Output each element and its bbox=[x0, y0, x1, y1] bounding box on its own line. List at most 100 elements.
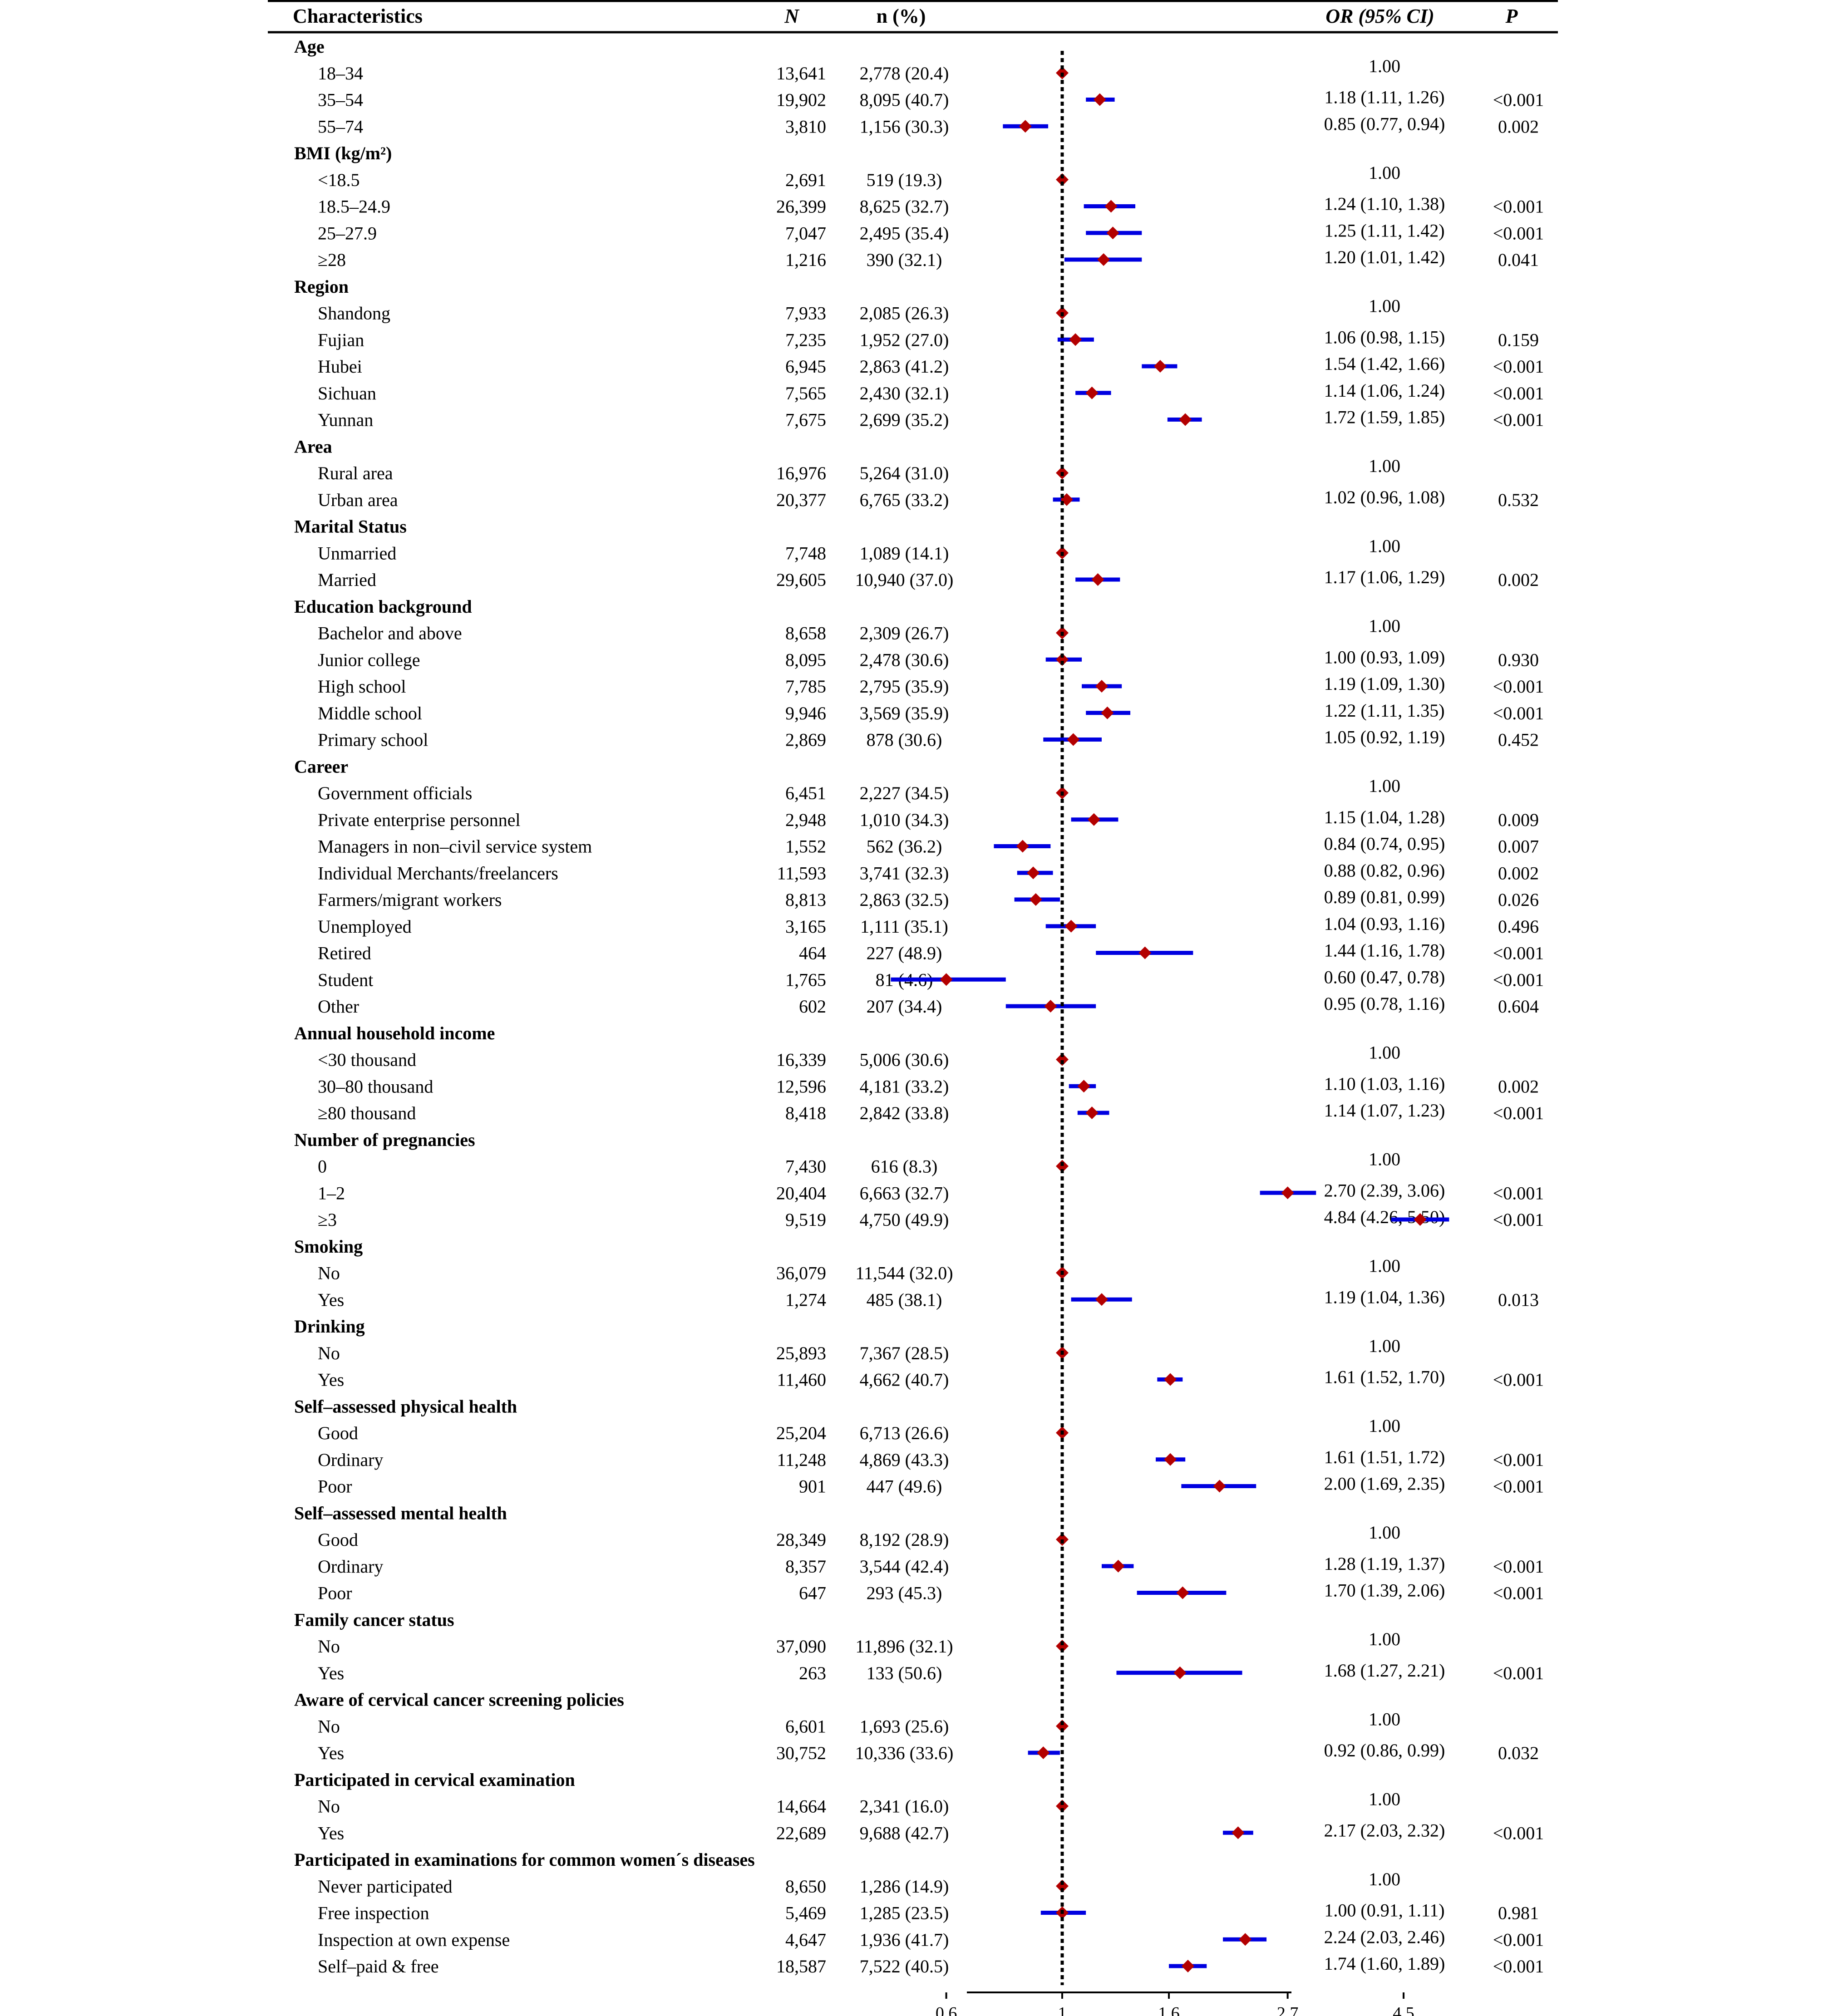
row-or-ci: 1.24 (1.10, 1.38) bbox=[1324, 194, 1445, 214]
row-N: 7,933 bbox=[785, 303, 826, 324]
row-n-pct: 1,952 (27.0) bbox=[860, 329, 949, 350]
header-or-ci: OR (95% CI) bbox=[1325, 5, 1434, 27]
or-point bbox=[1176, 1586, 1189, 1599]
row-N: 14,664 bbox=[776, 1796, 826, 1817]
row-p-value: 0.452 bbox=[1498, 730, 1539, 750]
row-N: 1,552 bbox=[785, 836, 826, 857]
group-heading: Marital Status bbox=[294, 516, 407, 537]
row-label: Ordinary bbox=[318, 1556, 383, 1577]
group-heading: Area bbox=[294, 436, 332, 457]
row-label: Managers in non–civil service system bbox=[318, 836, 592, 857]
row-N: 16,976 bbox=[776, 463, 826, 483]
or-point bbox=[1101, 706, 1114, 719]
row-N: 20,377 bbox=[776, 490, 826, 510]
row-p-value: <0.001 bbox=[1493, 1929, 1544, 1950]
x-tick-label: 1.6 bbox=[1158, 2004, 1180, 2016]
row-label: Bachelor and above bbox=[318, 623, 462, 644]
row-label: Yes bbox=[318, 1823, 344, 1843]
row-or-ci: 1.00 bbox=[1369, 56, 1400, 76]
row-label: No bbox=[318, 1796, 340, 1817]
row-N: 7,047 bbox=[785, 223, 826, 243]
row-n-pct: 1,111 (35.1) bbox=[860, 916, 948, 937]
or-point bbox=[1179, 413, 1192, 426]
row-N: 6,945 bbox=[785, 356, 826, 377]
row-N: 7,565 bbox=[785, 383, 826, 403]
row-p-value: <0.001 bbox=[1493, 1210, 1544, 1230]
row-n-pct: 2,495 (35.4) bbox=[860, 223, 949, 243]
row-N: 6,601 bbox=[785, 1716, 826, 1736]
row-p-value: <0.001 bbox=[1493, 703, 1544, 723]
row-label: 25–27.9 bbox=[318, 223, 377, 243]
or-point bbox=[1019, 120, 1032, 133]
row-n-pct: 7,367 (28.5) bbox=[860, 1343, 949, 1363]
row-N: 8,650 bbox=[785, 1876, 826, 1897]
row-label: 30–80 thousand bbox=[318, 1076, 433, 1097]
row-label: <30 thousand bbox=[318, 1050, 416, 1070]
row-p-value: <0.001 bbox=[1493, 1956, 1544, 1977]
group-heading: Age bbox=[294, 36, 325, 57]
row-or-ci: 2.00 (1.69, 2.35) bbox=[1324, 1474, 1445, 1494]
row-p-value: <0.001 bbox=[1493, 1476, 1544, 1497]
row-p-value: <0.001 bbox=[1493, 969, 1544, 990]
row-N: 3,810 bbox=[785, 116, 826, 137]
row-N: 25,893 bbox=[776, 1343, 826, 1363]
row-N: 6,451 bbox=[785, 783, 826, 803]
row-p-value: <0.001 bbox=[1493, 1823, 1544, 1843]
row-N: 11,248 bbox=[777, 1450, 826, 1470]
row-or-ci: 1.00 bbox=[1369, 1869, 1400, 1889]
row-n-pct: 485 (38.1) bbox=[867, 1289, 942, 1310]
row-N: 20,404 bbox=[776, 1183, 826, 1203]
or-point bbox=[1112, 1559, 1125, 1573]
or-point bbox=[1027, 866, 1040, 880]
row-or-ci: 1.18 (1.11, 1.26) bbox=[1324, 87, 1444, 108]
row-or-ci: 1.00 bbox=[1369, 616, 1400, 636]
row-p-value: 0.002 bbox=[1498, 116, 1539, 137]
row-N: 9,946 bbox=[785, 703, 826, 723]
row-p-value: <0.001 bbox=[1493, 410, 1544, 430]
or-point bbox=[1044, 1000, 1057, 1013]
row-N: 464 bbox=[799, 943, 826, 964]
group-heading: Drinking bbox=[294, 1316, 365, 1337]
row-label: Unmarried bbox=[318, 543, 396, 563]
row-or-ci: 1.17 (1.06, 1.29) bbox=[1324, 567, 1445, 587]
row-p-value: 0.532 bbox=[1498, 490, 1539, 510]
or-point bbox=[1232, 1826, 1245, 1839]
row-n-pct: 4,869 (43.3) bbox=[860, 1450, 949, 1470]
row-label: Government officials bbox=[318, 783, 472, 803]
or-point bbox=[1091, 573, 1104, 586]
row-N: 2,691 bbox=[785, 170, 826, 190]
row-or-ci: 1.00 bbox=[1369, 296, 1400, 316]
row-or-ci: 0.95 (0.78, 1.16) bbox=[1324, 993, 1445, 1014]
group-heading: Smoking bbox=[294, 1236, 363, 1257]
or-point bbox=[1164, 1373, 1177, 1386]
row-or-ci: 1.19 (1.04, 1.36) bbox=[1324, 1287, 1445, 1307]
row-or-ci: 1.68 (1.27, 2.21) bbox=[1324, 1660, 1445, 1681]
row-label: No bbox=[318, 1636, 340, 1657]
row-label: Middle school bbox=[318, 703, 422, 723]
group-heading: Region bbox=[294, 276, 349, 297]
row-N: 8,418 bbox=[785, 1103, 826, 1123]
group-heading: Aware of cervical cancer screening polic… bbox=[294, 1690, 624, 1710]
or-point bbox=[1085, 1106, 1099, 1119]
or-point bbox=[1077, 1080, 1090, 1093]
or-point bbox=[1106, 226, 1119, 240]
row-or-ci: 1.00 bbox=[1369, 1522, 1400, 1543]
row-label: Rural area bbox=[318, 463, 393, 483]
row-or-ci: 1.05 (0.92, 1.19) bbox=[1324, 727, 1445, 747]
or-point bbox=[1056, 653, 1069, 666]
row-or-ci: 1.72 (1.59, 1.85) bbox=[1324, 407, 1445, 428]
group-heading: Number of pregnancies bbox=[294, 1130, 475, 1150]
row-p-value: 0.026 bbox=[1498, 890, 1539, 910]
or-point bbox=[1087, 813, 1100, 826]
row-p-value: <0.001 bbox=[1493, 1450, 1544, 1470]
row-p-value: <0.001 bbox=[1493, 943, 1544, 964]
row-N: 8,095 bbox=[785, 649, 826, 670]
row-label: No bbox=[318, 1343, 340, 1363]
or-point bbox=[1153, 360, 1167, 373]
row-n-pct: 207 (34.4) bbox=[867, 996, 942, 1017]
row-n-pct: 1,693 (25.6) bbox=[860, 1716, 949, 1736]
row-or-ci: 0.60 (0.47, 0.78) bbox=[1324, 967, 1445, 987]
group-heading: Annual household income bbox=[294, 1023, 495, 1043]
group-heading: Participated in cervical examination bbox=[294, 1770, 575, 1790]
row-or-ci: 1.00 bbox=[1369, 1336, 1400, 1356]
